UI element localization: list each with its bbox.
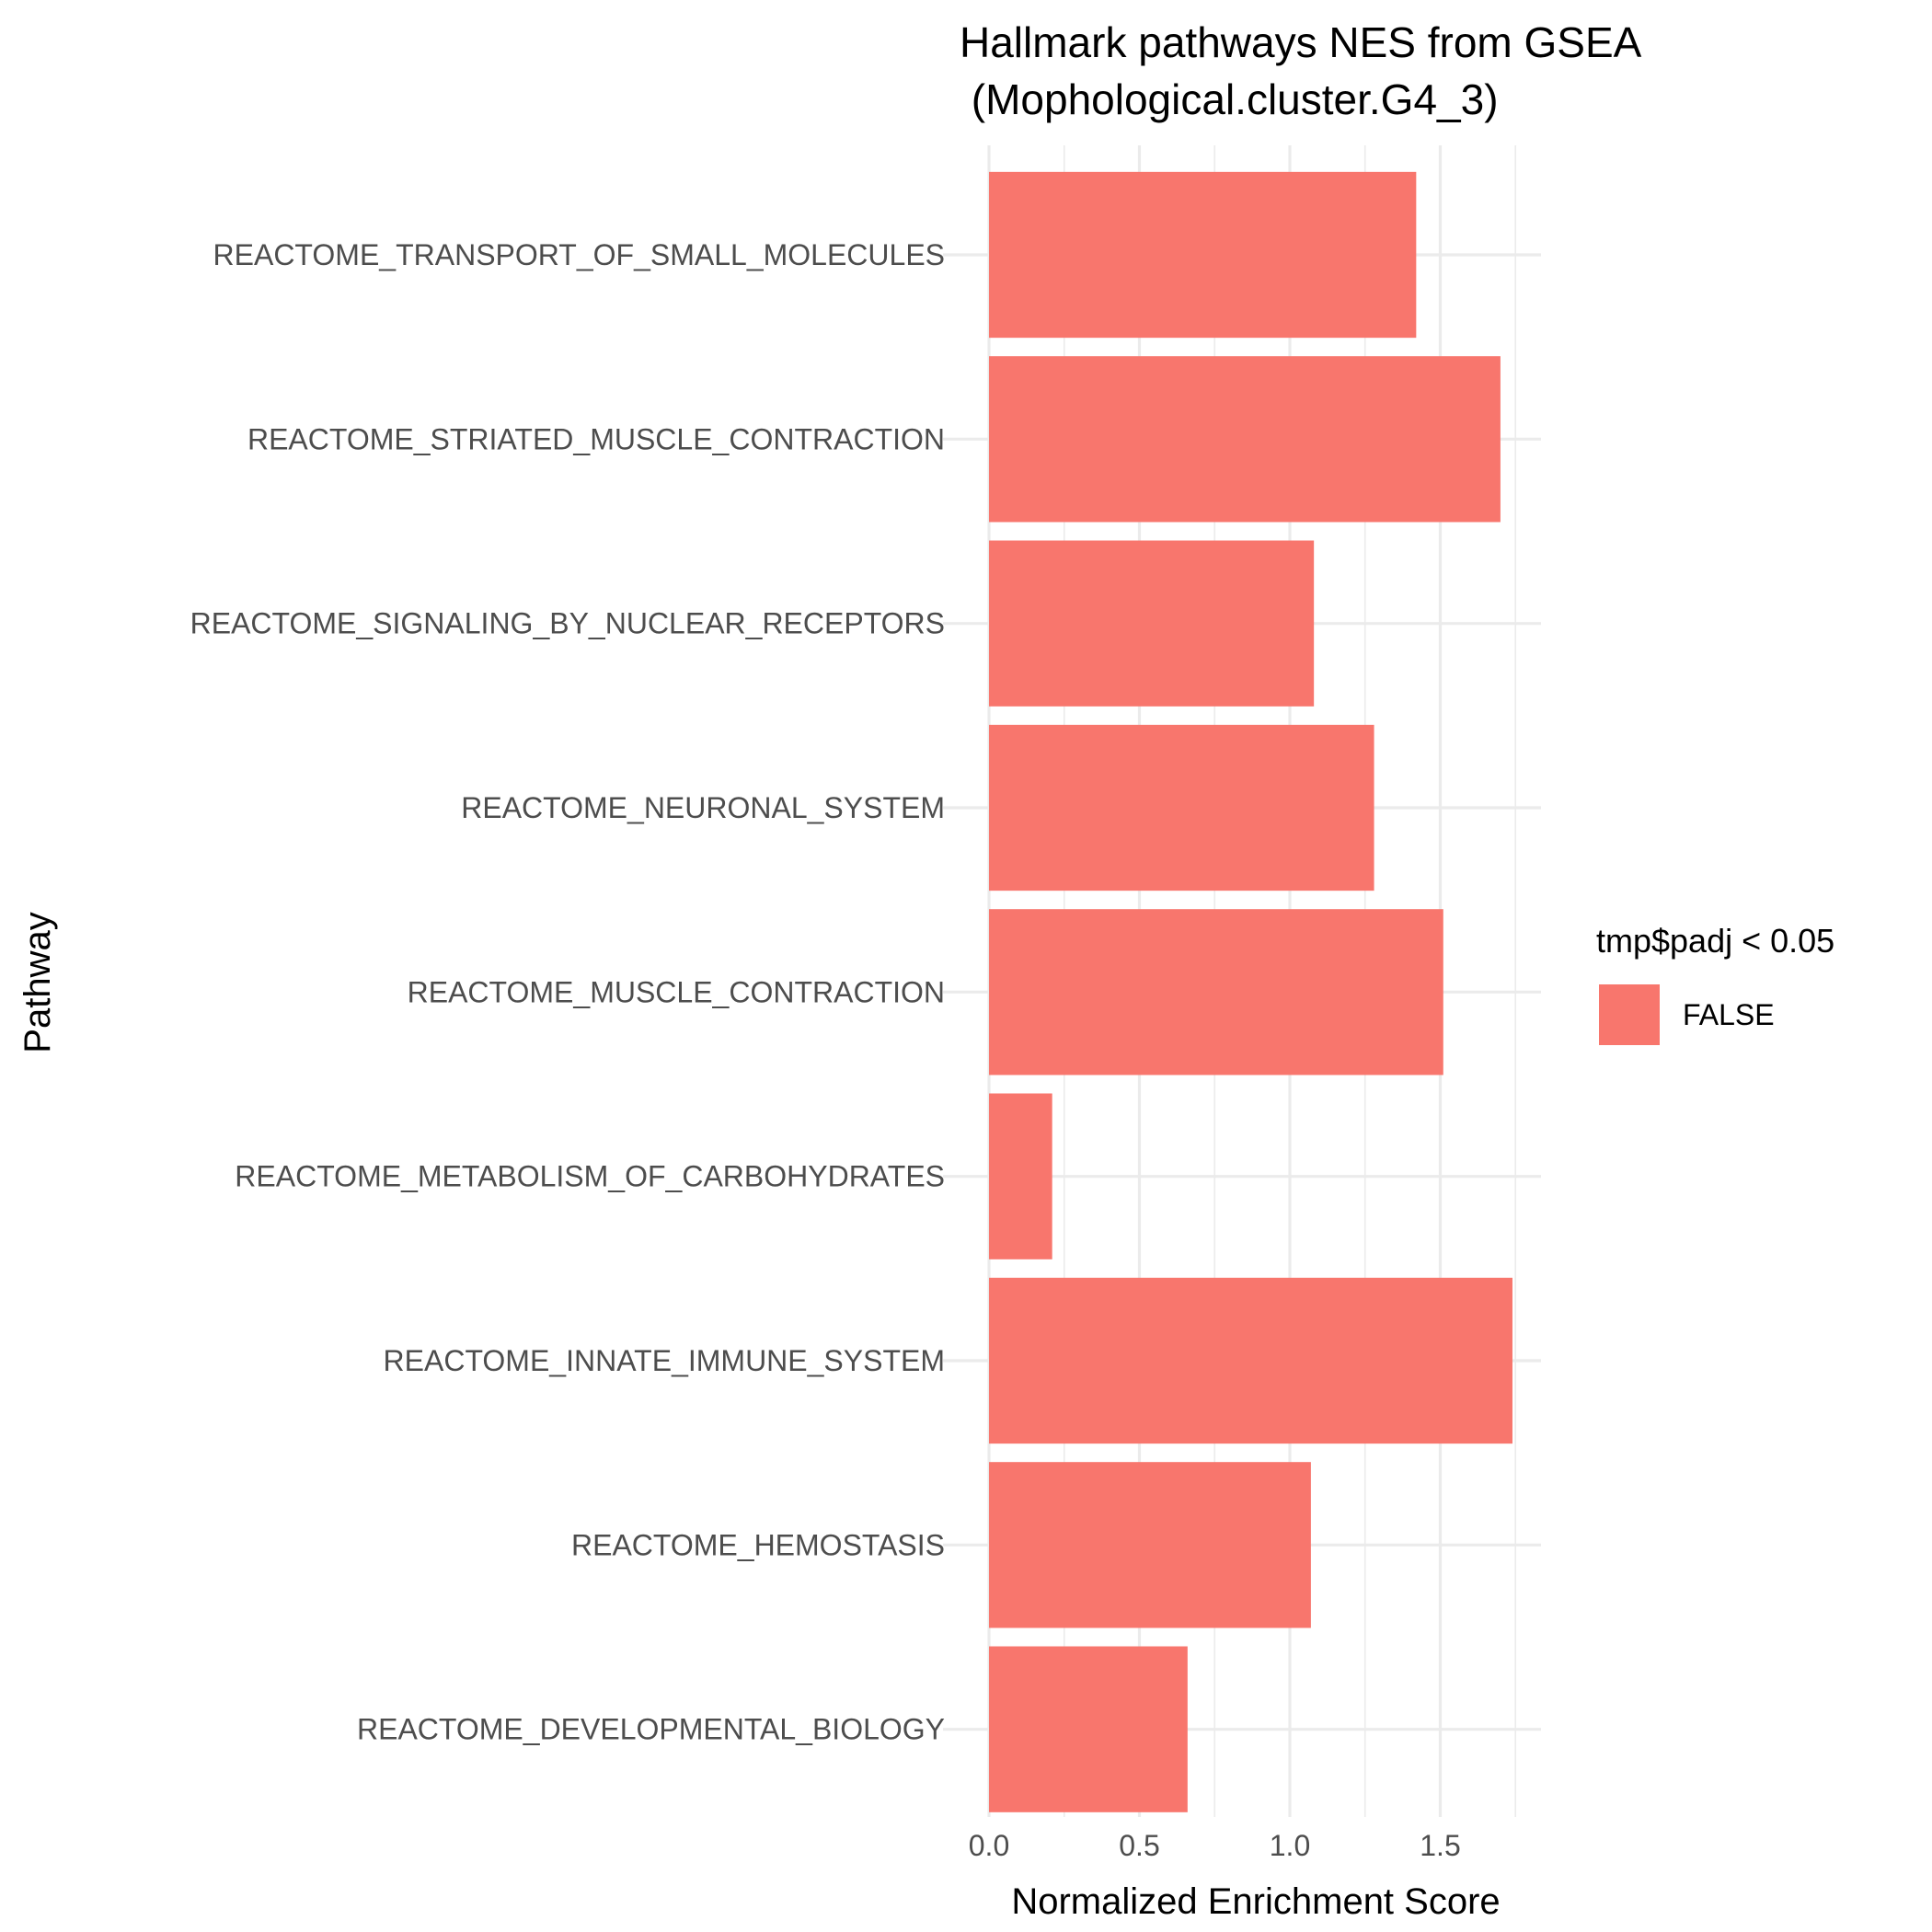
legend-title: tmp$padj < 0.05 [1596,922,1834,960]
y-tick-label: REACTOME_TRANSPORT_OF_SMALL_MOLECULES [213,238,945,271]
legend: tmp$padj < 0.05 FALSE [1596,922,1834,1045]
y-tick-label: REACTOME_NEURONAL_SYSTEM [461,791,945,824]
y-tick-label: REACTOME_MUSCLE_CONTRACTION [408,975,945,1008]
bar-reactome-innate-immune-system [989,1277,1512,1444]
chart-title-line-1: Hallmark pathways NES from GSEA [960,18,1642,66]
x-axis-label: Normalized Enrichment Score [1011,1881,1500,1922]
y-axis-label: Pathway [17,912,58,1052]
bar-reactome-transport-of-small-molecules [989,171,1417,339]
x-tick-label: 0.0 [969,1829,1009,1862]
y-tick-label: REACTOME_SIGNALING_BY_NUCLEAR_RECEPTORS [190,607,945,640]
bar-reactome-developmental-biology [989,1646,1188,1812]
bar-reactome-hemostasis [989,1462,1311,1628]
y-tick-label: REACTOME_HEMOSTASIS [571,1528,945,1561]
bar-reactome-neuronal-system [989,724,1374,891]
x-tick-label: 1.5 [1420,1829,1460,1862]
legend-key-false [1599,984,1660,1045]
x-tick-label: 0.5 [1119,1829,1159,1862]
bar-reactome-muscle-contraction [989,909,1443,1075]
y-tick-label: REACTOME_DEVELOPMENTAL_BIOLOGY [357,1713,945,1746]
bar-reactome-striated-muscle-contraction [989,356,1501,523]
x-tick-labels: 0.0 0.5 1.0 1.5 [969,1829,1461,1862]
y-tick-label: REACTOME_STRIATED_MUSCLE_CONTRACTION [247,422,945,455]
y-tick-label: REACTOME_INNATE_IMMUNE_SYSTEM [384,1344,945,1377]
bar-reactome-signaling-by-nuclear-receptors [989,540,1315,707]
y-tick-labels: REACTOME_TRANSPORT_OF_SMALL_MOLECULES REA… [190,238,945,1746]
x-tick-label: 1.0 [1270,1829,1310,1862]
y-tick-label: REACTOME_METABOLISM_OF_CARBOHYDRATES [235,1160,945,1193]
legend-label-false: FALSE [1683,998,1775,1031]
bar-reactome-metabolism-of-carbohydrates [989,1093,1052,1259]
bars [989,171,1512,1812]
chart-title-line-2: (Mophological.cluster.G4_3) [960,75,1499,123]
